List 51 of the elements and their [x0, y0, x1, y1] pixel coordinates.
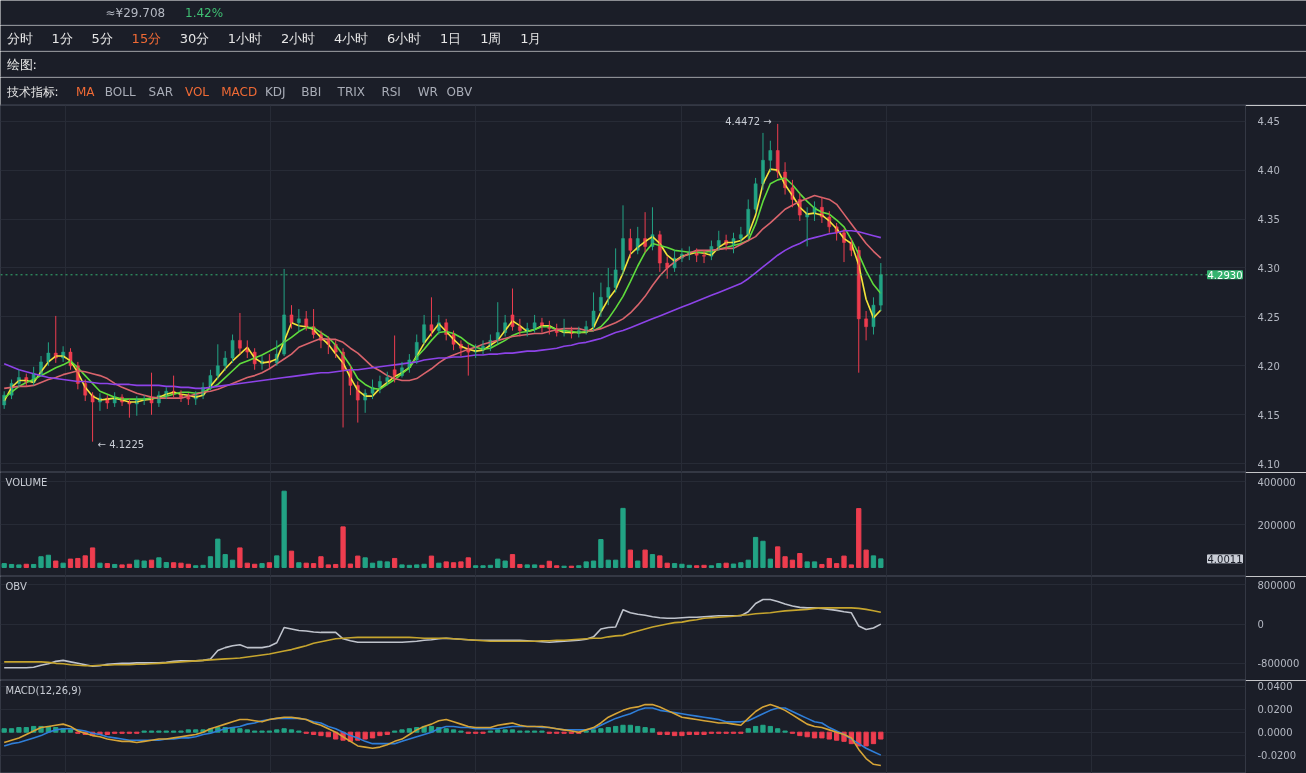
y-tick-label: 0.0400 [1257, 681, 1293, 693]
text: 15分 [131, 31, 162, 46]
annotation: ← 4.1225 [97, 439, 145, 451]
text: MA [75, 84, 96, 99]
y-tick-label: 4.25 [1257, 311, 1280, 323]
text: 1月 [520, 31, 542, 46]
text: 5分 [91, 31, 113, 46]
y-tick-label: 800000 [1257, 579, 1296, 591]
text: 30分 [179, 31, 210, 46]
text: 1日 [440, 31, 462, 46]
text: 技术指标: [5, 84, 59, 99]
text: WR [417, 84, 438, 99]
y-tick-label: 200000 [1257, 519, 1296, 531]
y-tick-label: 4.40 [1257, 165, 1280, 177]
y-tick-label: 0 [1257, 619, 1264, 631]
text: 1.42% [185, 6, 224, 20]
y-tick-label: 4.45 [1257, 116, 1280, 128]
y-tick-label: -0.0200 [1257, 750, 1297, 762]
text: OBV [5, 581, 27, 592]
text: 2小时 [280, 31, 316, 46]
annotation: 4.4472 → [725, 116, 772, 128]
y-tick-label: 4.20 [1257, 360, 1280, 372]
text: OBV [446, 84, 473, 99]
text: VOLUME [5, 477, 48, 488]
y-tick-label: 4.10 [1257, 458, 1280, 470]
text: VOL [184, 84, 210, 99]
y-tick-label: 4.35 [1257, 214, 1280, 226]
text: BOLL [104, 84, 136, 99]
text: 1分 [51, 31, 73, 46]
text: KDJ [264, 84, 286, 99]
text: 绘图: [6, 57, 37, 72]
y-tick-label: 400000 [1257, 476, 1296, 488]
y-tick-label: 0.0000 [1257, 727, 1293, 739]
text: 4小时 [333, 31, 369, 46]
text: RSI [381, 84, 401, 99]
y-tick-label: 4.15 [1257, 409, 1280, 421]
text: MACD [221, 84, 258, 99]
text: TRIX [336, 84, 366, 99]
text: 6小时 [387, 31, 422, 46]
text: BBI [301, 84, 322, 99]
y-tick-label: -800000 [1257, 658, 1300, 670]
y-tick-label: 0.0200 [1257, 704, 1293, 716]
chart-title: MACD(12,26,9) [5, 685, 82, 696]
text: 1周 [480, 31, 502, 46]
text: ≈¥29.708 [105, 6, 166, 20]
annotation: 4.0011 [1207, 553, 1243, 565]
y-tick-label: 4.30 [1257, 262, 1280, 274]
text: 分时 [6, 31, 33, 46]
text: SAR [148, 84, 173, 99]
text: 1小时 [227, 31, 263, 46]
ref-line-label: 4.2930 [1207, 269, 1243, 281]
